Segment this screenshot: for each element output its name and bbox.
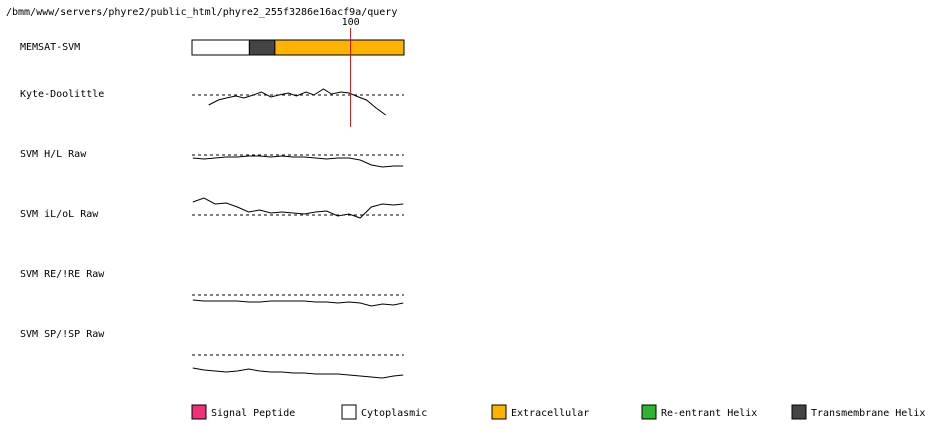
track-label: SVM iL/oL Raw <box>20 209 99 220</box>
track-label: MEMSAT-SVM <box>20 42 80 53</box>
legend-label: Signal Peptide <box>211 408 295 419</box>
residue-marker-label: 100 <box>342 17 360 28</box>
legend-label: Extracellular <box>511 408 589 419</box>
topology-segment <box>274 39 405 56</box>
legend-swatch <box>791 404 807 420</box>
file-path: /bmm/www/servers/phyre2/public_html/phyr… <box>6 7 397 18</box>
legend-swatch <box>641 404 657 420</box>
legend-swatch <box>341 404 357 420</box>
trace-line <box>192 367 404 379</box>
track-label: SVM SP/!SP Raw <box>20 329 105 340</box>
legend-label: Re-entrant Helix <box>661 408 757 419</box>
legend-swatch <box>491 404 507 420</box>
legend-label: Cytoplasmic <box>361 408 427 419</box>
trace-line <box>192 299 404 307</box>
trace-line <box>192 197 404 219</box>
trace-line <box>192 155 404 168</box>
topology-segment <box>191 39 250 56</box>
topology-segment <box>248 39 276 56</box>
legend-swatch <box>191 404 207 420</box>
trace-line <box>208 88 386 116</box>
track-label: SVM RE/!RE Raw <box>20 269 105 280</box>
track-label: Kyte-Doolittle <box>20 89 104 100</box>
legend-label: Transmembrane Helix <box>811 408 925 419</box>
track-label: SVM H/L Raw <box>20 149 87 160</box>
